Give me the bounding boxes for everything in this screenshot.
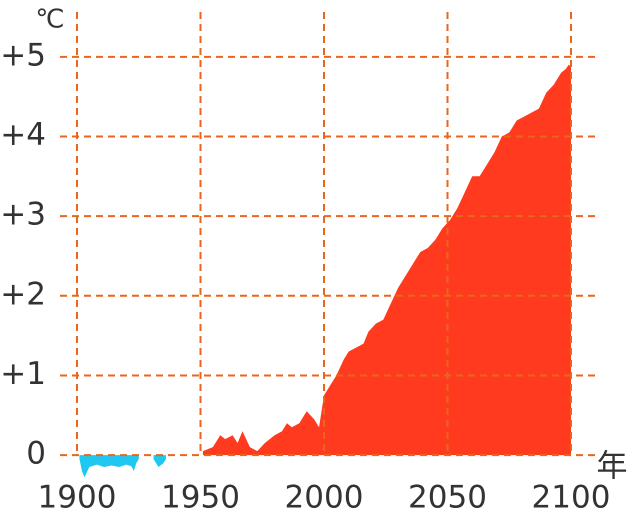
y-tick-label: +1 — [0, 356, 46, 392]
x-tick-label: 2050 — [408, 480, 487, 516]
y-unit: ℃ — [35, 5, 64, 35]
area — [153, 455, 166, 468]
x-tick-label: 2000 — [285, 480, 364, 516]
x-tick-label: 1900 — [38, 480, 117, 516]
y-tick-label: +2 — [0, 276, 46, 312]
y-tick-label: +5 — [0, 37, 46, 73]
y-tick-label: +3 — [0, 197, 46, 233]
y-tick-label: 0 — [26, 436, 46, 472]
x-tick-label: 1950 — [161, 480, 240, 516]
x-tick-label: 2100 — [532, 480, 611, 516]
area — [202, 64, 571, 456]
x-unit: 年 — [597, 449, 628, 485]
area — [79, 455, 139, 478]
y-tick-label: +4 — [0, 117, 46, 153]
